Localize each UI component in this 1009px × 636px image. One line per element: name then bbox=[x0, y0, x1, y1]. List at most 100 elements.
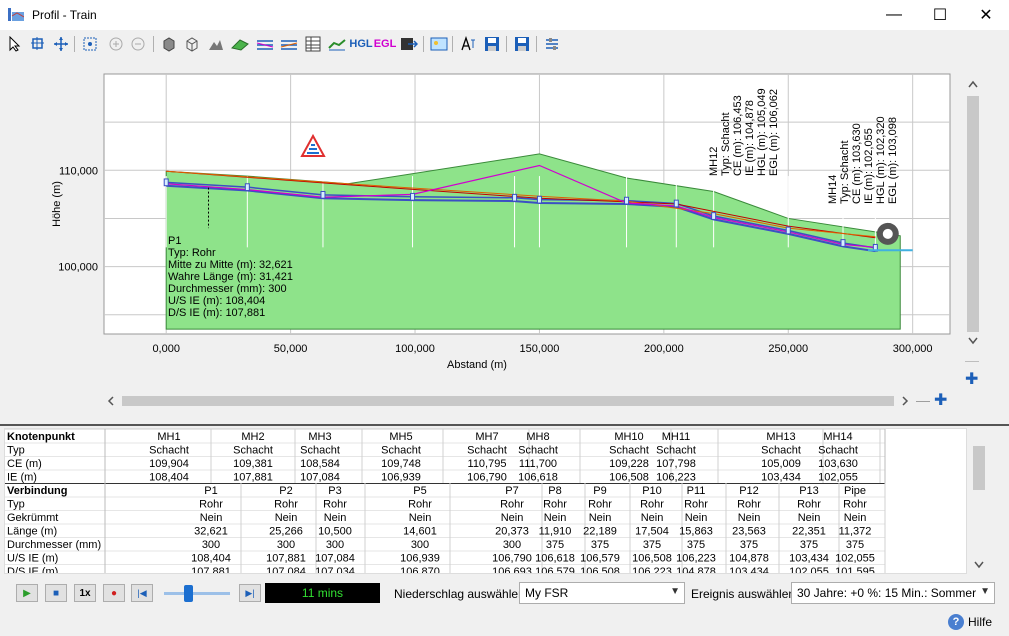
chart-horizontal-scrollbar[interactable] bbox=[104, 394, 912, 408]
export-icon[interactable] bbox=[399, 35, 419, 53]
zoom-out-horizontal-icon[interactable]: — bbox=[916, 392, 930, 408]
hgl-icon[interactable]: HGL bbox=[349, 38, 373, 50]
link-curved-cell: Nein bbox=[324, 512, 347, 524]
link-diameter-cell: 300 bbox=[411, 539, 429, 551]
rainfall-select[interactable]: My FSR ▼ bbox=[519, 582, 685, 604]
layers-icon[interactable] bbox=[255, 35, 275, 53]
link-type-cell: Rohr bbox=[797, 499, 821, 511]
play-button[interactable]: ▶ bbox=[16, 584, 38, 602]
forward-button[interactable]: ▶| bbox=[239, 584, 261, 602]
link-length-cell: 32,621 bbox=[194, 526, 228, 538]
pointer-icon[interactable] bbox=[5, 35, 25, 53]
vertical-scroll-thumb[interactable] bbox=[967, 96, 979, 332]
link-name-cell: P3 bbox=[328, 485, 341, 497]
node-name-cell: MH1 bbox=[157, 431, 180, 443]
link-curved-cell: Nein bbox=[844, 512, 867, 524]
x-tick-label: 0,000 bbox=[152, 343, 180, 355]
settings-icon[interactable] bbox=[542, 35, 562, 53]
link-name-cell: P12 bbox=[739, 485, 759, 497]
stop-button[interactable]: ■ bbox=[45, 584, 67, 602]
terrain-icon[interactable] bbox=[206, 35, 226, 53]
node-ie-cell: 106,508 bbox=[609, 472, 649, 484]
table-icon[interactable] bbox=[303, 35, 323, 53]
node-ie-cell: 107,084 bbox=[300, 472, 340, 484]
node-ce-cell: 103,630 bbox=[818, 458, 858, 470]
scroll-right-icon[interactable] bbox=[898, 394, 912, 408]
status-bar bbox=[0, 608, 1009, 636]
egl-icon[interactable]: EGL bbox=[373, 38, 397, 50]
scroll-up-icon[interactable] bbox=[964, 76, 982, 94]
node-name-cell: MH7 bbox=[475, 431, 498, 443]
zoom-out-vertical-icon[interactable]: — bbox=[965, 352, 979, 368]
link-diameter-cell: 375 bbox=[546, 539, 564, 551]
link-type-cell: Rohr bbox=[323, 499, 347, 511]
save-icon[interactable] bbox=[482, 35, 502, 53]
maximize-button[interactable]: ☐ bbox=[932, 7, 948, 24]
table-scroll-thumb[interactable] bbox=[973, 446, 985, 490]
node-ie-cell: 103,434 bbox=[761, 472, 801, 484]
annotation-mh12-line: MH12 bbox=[708, 147, 720, 176]
minimize-button[interactable]: — bbox=[886, 6, 902, 23]
link-diameter-cell: 300 bbox=[202, 539, 220, 551]
record-button[interactable]: ● bbox=[103, 584, 125, 602]
x-tick-label: 100,000 bbox=[395, 343, 435, 355]
scroll-down-icon[interactable] bbox=[964, 334, 982, 348]
zoom-window-icon[interactable] bbox=[28, 35, 48, 53]
help-button[interactable]: ? Hilfe bbox=[948, 614, 992, 630]
link-diameter-cell: 375 bbox=[687, 539, 705, 551]
close-button[interactable]: ✕ bbox=[979, 7, 993, 24]
rainfall-select-value: My FSR bbox=[525, 586, 569, 600]
node-name-cell: MH10 bbox=[614, 431, 643, 443]
link-name-cell: Pipe bbox=[844, 485, 866, 497]
link-curved-cell: Nein bbox=[501, 512, 524, 524]
link-curved-cell: Nein bbox=[798, 512, 821, 524]
event-select[interactable]: 30 Jahre: +0 %: 15 Min.: Sommer ▼ bbox=[791, 582, 995, 604]
splitter[interactable] bbox=[0, 424, 1009, 426]
event-select-value: 30 Jahre: +0 %: 15 Min.: Sommer bbox=[797, 586, 977, 600]
annotation-mh14-line: CE (m): 103,630 bbox=[851, 123, 863, 204]
image-icon[interactable] bbox=[429, 35, 449, 53]
table-scroll-down-icon[interactable] bbox=[970, 558, 988, 572]
annotation-p1-line: Wahre Länge (m): 31,421 bbox=[168, 271, 293, 283]
link-diameter-cell: 375 bbox=[800, 539, 818, 551]
node-type-cell: Schacht bbox=[149, 445, 189, 457]
zoom-in-vertical-icon[interactable]: ✚ bbox=[965, 371, 979, 388]
3d-box-icon[interactable] bbox=[159, 35, 179, 53]
link-type-cell: Rohr bbox=[543, 499, 567, 511]
profile-chart[interactable]: 0,000 50,000 100,000 150,000 200,000 250,000 3… bbox=[0, 60, 960, 390]
3d-wire-icon[interactable] bbox=[182, 35, 202, 53]
node-name-cell: MH11 bbox=[662, 431, 691, 443]
rewind-button[interactable]: |◀ bbox=[131, 584, 153, 602]
font-icon[interactable] bbox=[458, 35, 478, 53]
link-ds-ie-cell: 103,434 bbox=[729, 566, 769, 574]
toolbar: HGL EGL bbox=[0, 30, 1009, 58]
chart-vertical-scrollbar[interactable] bbox=[964, 76, 982, 334]
table-vertical-scrollbar[interactable] bbox=[970, 430, 988, 574]
link-name-cell: P2 bbox=[279, 485, 292, 497]
time-slider-thumb[interactable] bbox=[183, 585, 193, 602]
link-name-cell: P9 bbox=[593, 485, 606, 497]
horizontal-scroll-thumb[interactable] bbox=[122, 396, 894, 406]
save2-icon[interactable] bbox=[512, 35, 532, 53]
profile-data-table[interactable]: Knotenpunkt Typ CE (m) IE (m) MH1 Schacht 109,… bbox=[4, 428, 967, 574]
zoom-out-icon[interactable] bbox=[128, 35, 148, 53]
fill-icon[interactable] bbox=[230, 35, 250, 53]
zoom-in-horizontal-icon[interactable]: ✚ bbox=[934, 392, 948, 409]
pan-icon[interactable] bbox=[51, 35, 71, 53]
time-slider[interactable] bbox=[160, 583, 234, 603]
profile-icon[interactable] bbox=[327, 35, 347, 53]
node-type-cell: Schacht bbox=[609, 445, 649, 457]
link-name-cell: P1 bbox=[204, 485, 217, 497]
zoom-extents-icon[interactable] bbox=[80, 35, 100, 53]
zoom-in-icon[interactable] bbox=[106, 35, 126, 53]
node-ce-cell: 111,700 bbox=[519, 458, 557, 470]
links-row-label: Gekrümmt bbox=[7, 512, 58, 524]
scroll-left-icon[interactable] bbox=[104, 394, 118, 408]
annotation-mh14-line: Typ: Schacht bbox=[839, 140, 851, 204]
speed-button[interactable]: 1x bbox=[74, 584, 96, 602]
manhole-marker bbox=[320, 190, 326, 199]
layers2-icon[interactable] bbox=[279, 35, 299, 53]
annotation-mh12-line: IE (m): 104,878 bbox=[744, 100, 756, 176]
node-ie-cell: 106,618 bbox=[518, 472, 558, 484]
node-type-cell: Schacht bbox=[761, 445, 801, 457]
